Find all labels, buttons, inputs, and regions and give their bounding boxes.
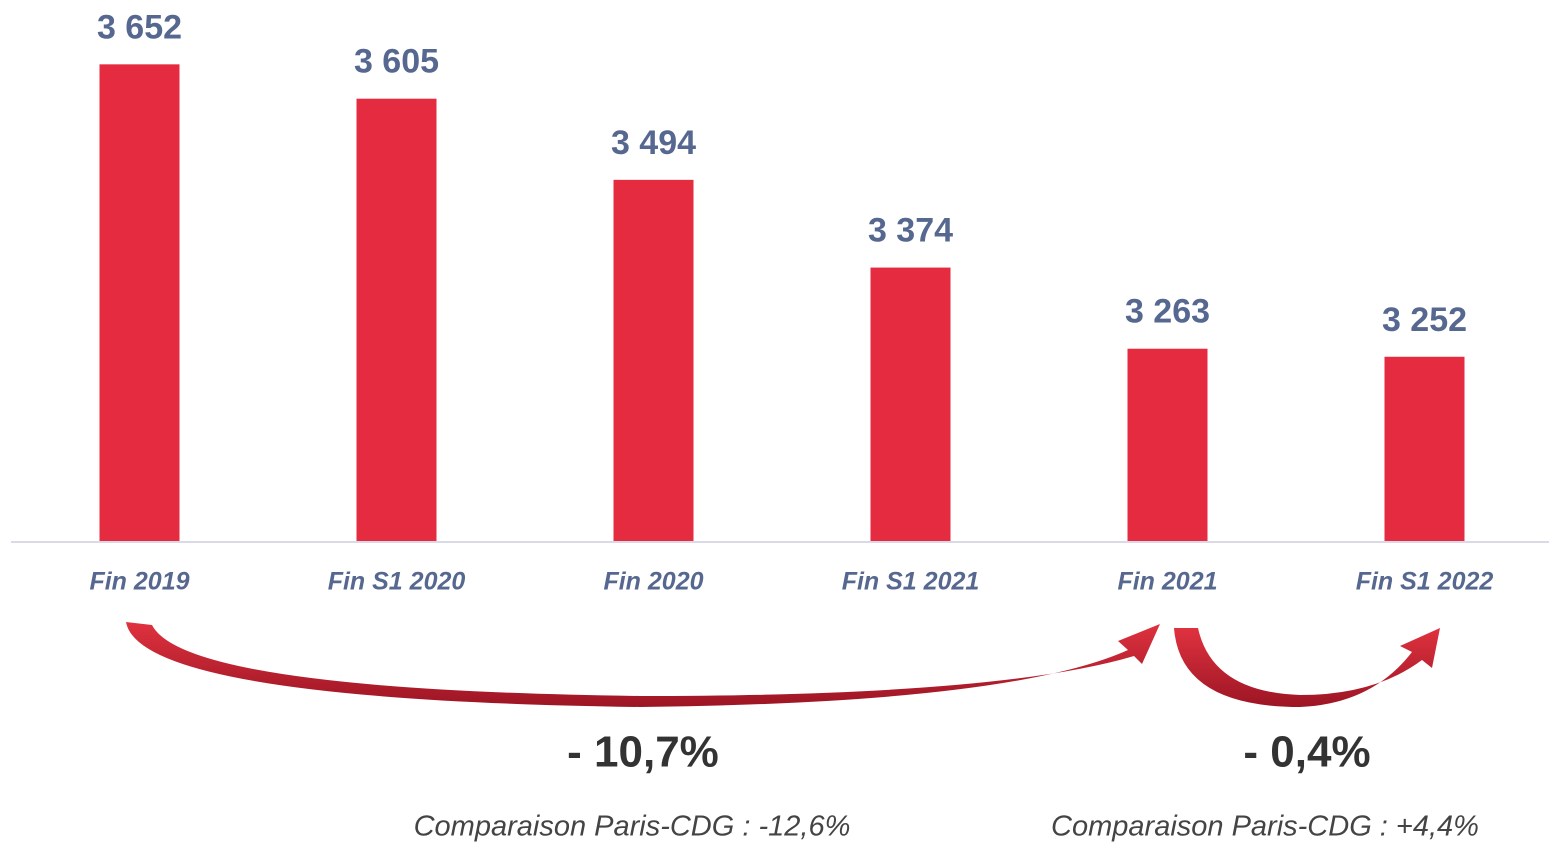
value-label: 3 605 [354,43,439,81]
value-label: 3 652 [97,8,182,46]
bar [356,98,437,541]
value-label: 3 494 [611,124,696,162]
bar [1127,348,1208,541]
bar [870,267,951,541]
value-label: 3 263 [1125,293,1210,331]
comparison-note: Comparaison Paris-CDG : -12,6% [414,811,851,843]
value-label: 3 374 [868,212,953,250]
bar [99,64,180,541]
bar [1384,356,1465,541]
arrow [1174,628,1440,707]
change-label: - 10,7% [567,728,719,777]
x-tick-label: Fin 2020 [603,568,703,596]
x-tick-label: Fin 2021 [1117,568,1217,596]
arrow [126,622,1160,707]
x-tick-label: Fin S1 2020 [328,568,466,596]
x-tick-label: Fin S1 2021 [842,568,980,596]
x-tick-label: Fin 2019 [89,568,189,596]
x-tick-label: Fin S1 2022 [1356,568,1494,596]
change-label: - 0,4% [1243,728,1370,777]
comparison-note: Comparaison Paris-CDG : +4,4% [1051,811,1479,843]
value-label: 3 252 [1382,301,1467,339]
bar [613,179,694,541]
